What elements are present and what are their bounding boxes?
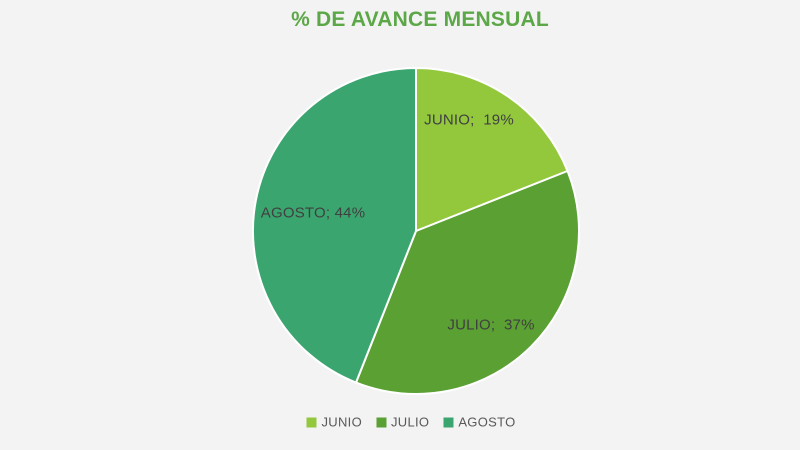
- legend-label-agosto: AGOSTO: [458, 414, 516, 430]
- legend-item-agosto[interactable]: AGOSTO: [443, 415, 515, 430]
- chart-legend: JUNIO JULIO AGOSTO: [306, 415, 515, 430]
- legend-label-junio: JUNIO: [321, 414, 362, 430]
- legend-item-junio[interactable]: JUNIO: [306, 415, 362, 430]
- pie-slice-junio[interactable]: [415, 67, 569, 232]
- legend-swatch-junio: [306, 417, 317, 427]
- data-label-julio: JULIO; 37%: [447, 316, 535, 334]
- pie-slice-julio[interactable]: [355, 170, 581, 396]
- legend-item-julio[interactable]: JULIO: [375, 414, 430, 430]
- data-label-junio: JUNIO; 19%: [424, 111, 514, 129]
- chart-title: % DE AVANCE MENSUAL: [291, 8, 549, 31]
- pie-slice-agosto[interactable]: [252, 67, 417, 384]
- pie-chart: [252, 67, 581, 396]
- legend-swatch-julio: [375, 417, 386, 427]
- data-label-agosto: AGOSTO; 44%: [260, 204, 366, 222]
- legend-label-julio: JULIO: [390, 414, 430, 430]
- legend-swatch-agosto: [443, 417, 454, 427]
